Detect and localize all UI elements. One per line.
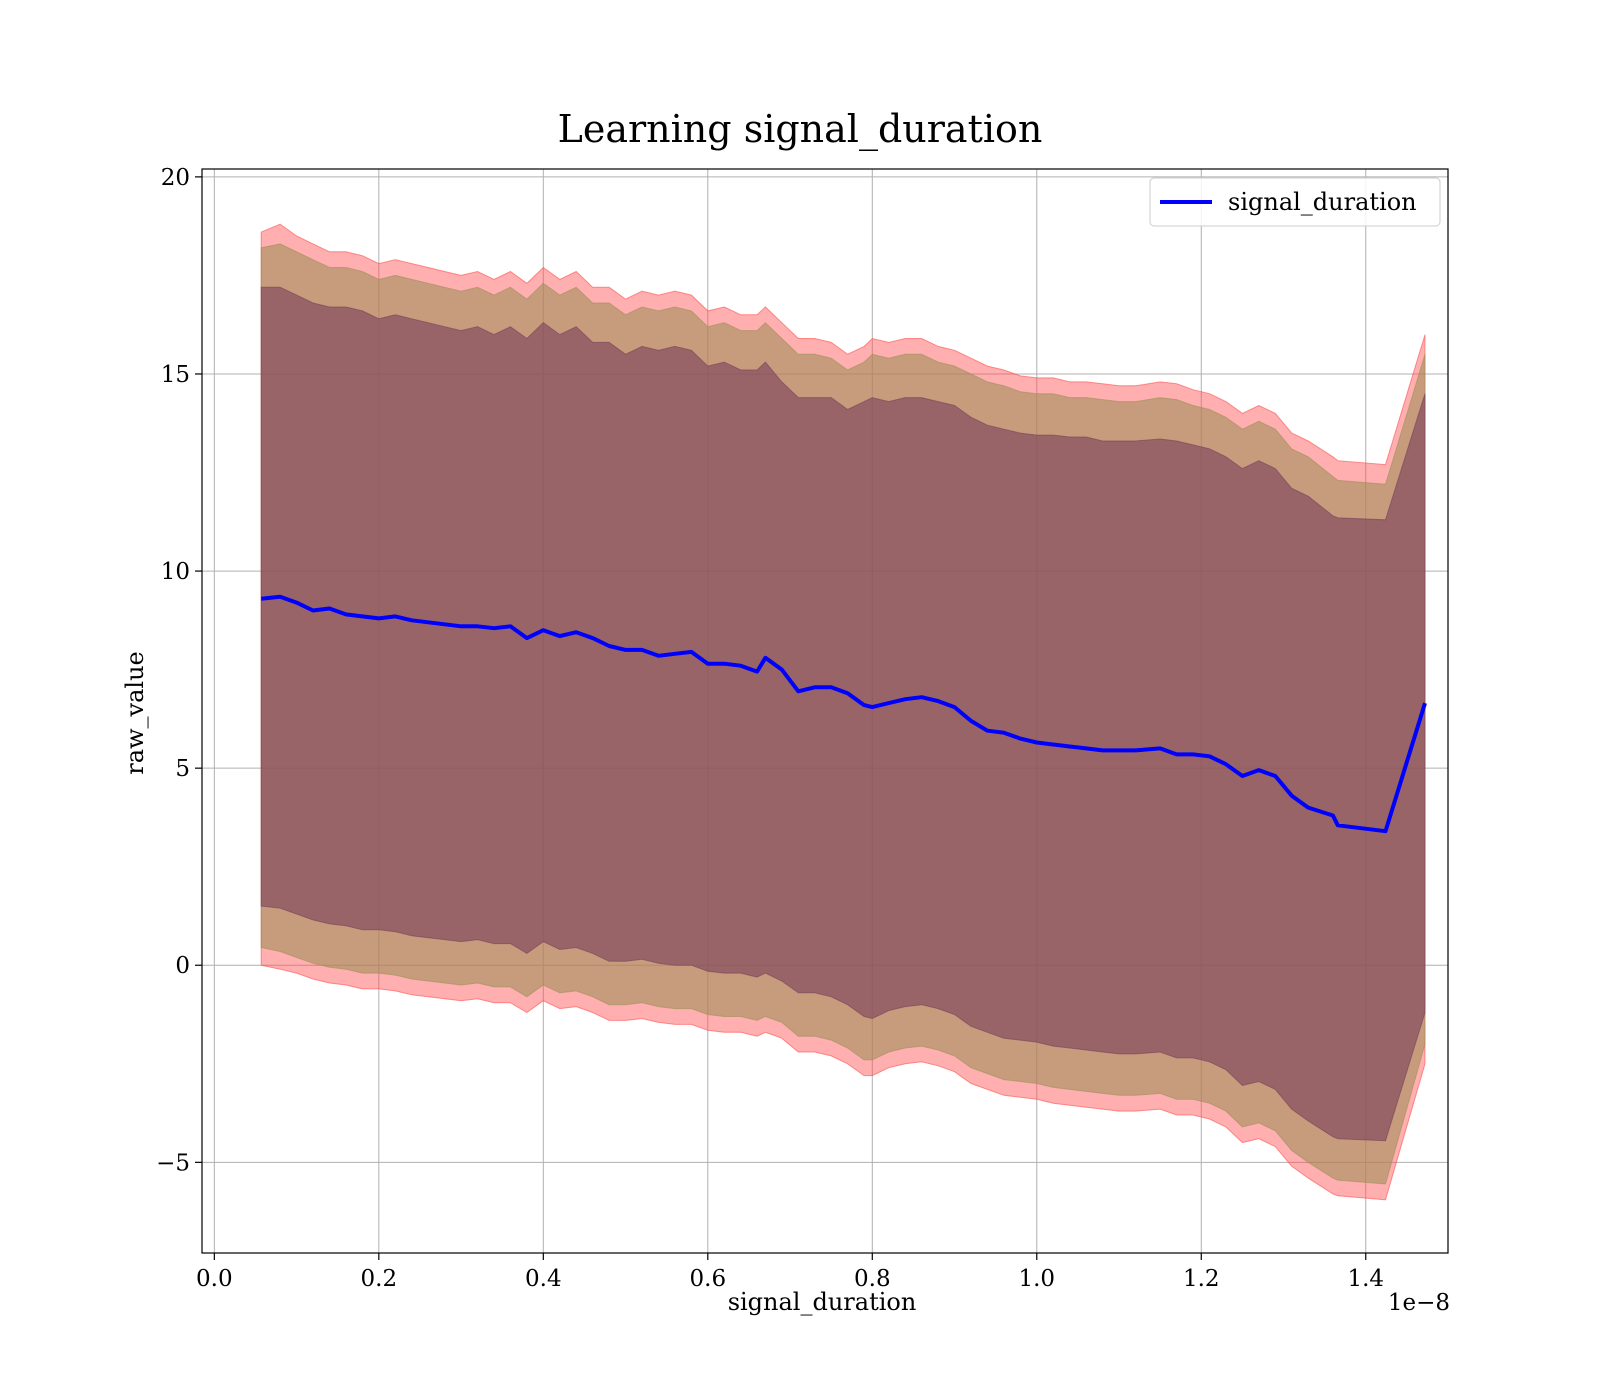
legend-box [1149, 177, 1441, 227]
y-tick-label: 20 [161, 165, 190, 191]
band-layer [260, 223, 1426, 1201]
tick-layer: 0.0 0.2 0.4 0.6 0.8 1.0 1.2 1.4 −5 0 5 10 15 20 [156, 165, 1384, 1292]
plot-frame [201, 168, 1449, 1254]
x-tick-label: 0.0 [196, 1266, 233, 1292]
y-tick-label: 0 [175, 953, 190, 979]
legend-label: signal_duration [1228, 188, 1417, 216]
line-layer [260, 594, 1427, 834]
chart-title: Learning signal_duration [558, 107, 1043, 152]
x-tick-label: 0.6 [690, 1266, 727, 1292]
y-axis-label: raw_value [121, 651, 149, 775]
y-tick-label: −5 [156, 1150, 190, 1176]
x-tick-label: 0.2 [361, 1266, 398, 1292]
x-tick-label: 1.2 [1183, 1266, 1220, 1292]
x-axis-label: signal_duration [728, 1288, 917, 1316]
series-line-signal_duration [260, 594, 1427, 834]
confidence-band-3 [260, 286, 1426, 1142]
x-axis-offset-label: 1e−8 [1388, 1290, 1450, 1316]
x-tick-label: 1.0 [1018, 1266, 1055, 1292]
x-tick-label: 0.8 [854, 1266, 891, 1292]
y-tick-label: 5 [175, 756, 190, 782]
x-tick-label: 1.4 [1347, 1266, 1384, 1292]
legend: signal_duration [1149, 177, 1441, 227]
y-tick-label: 10 [161, 559, 190, 585]
x-tick-label: 0.4 [525, 1266, 562, 1292]
y-tick-label: 15 [161, 362, 190, 388]
